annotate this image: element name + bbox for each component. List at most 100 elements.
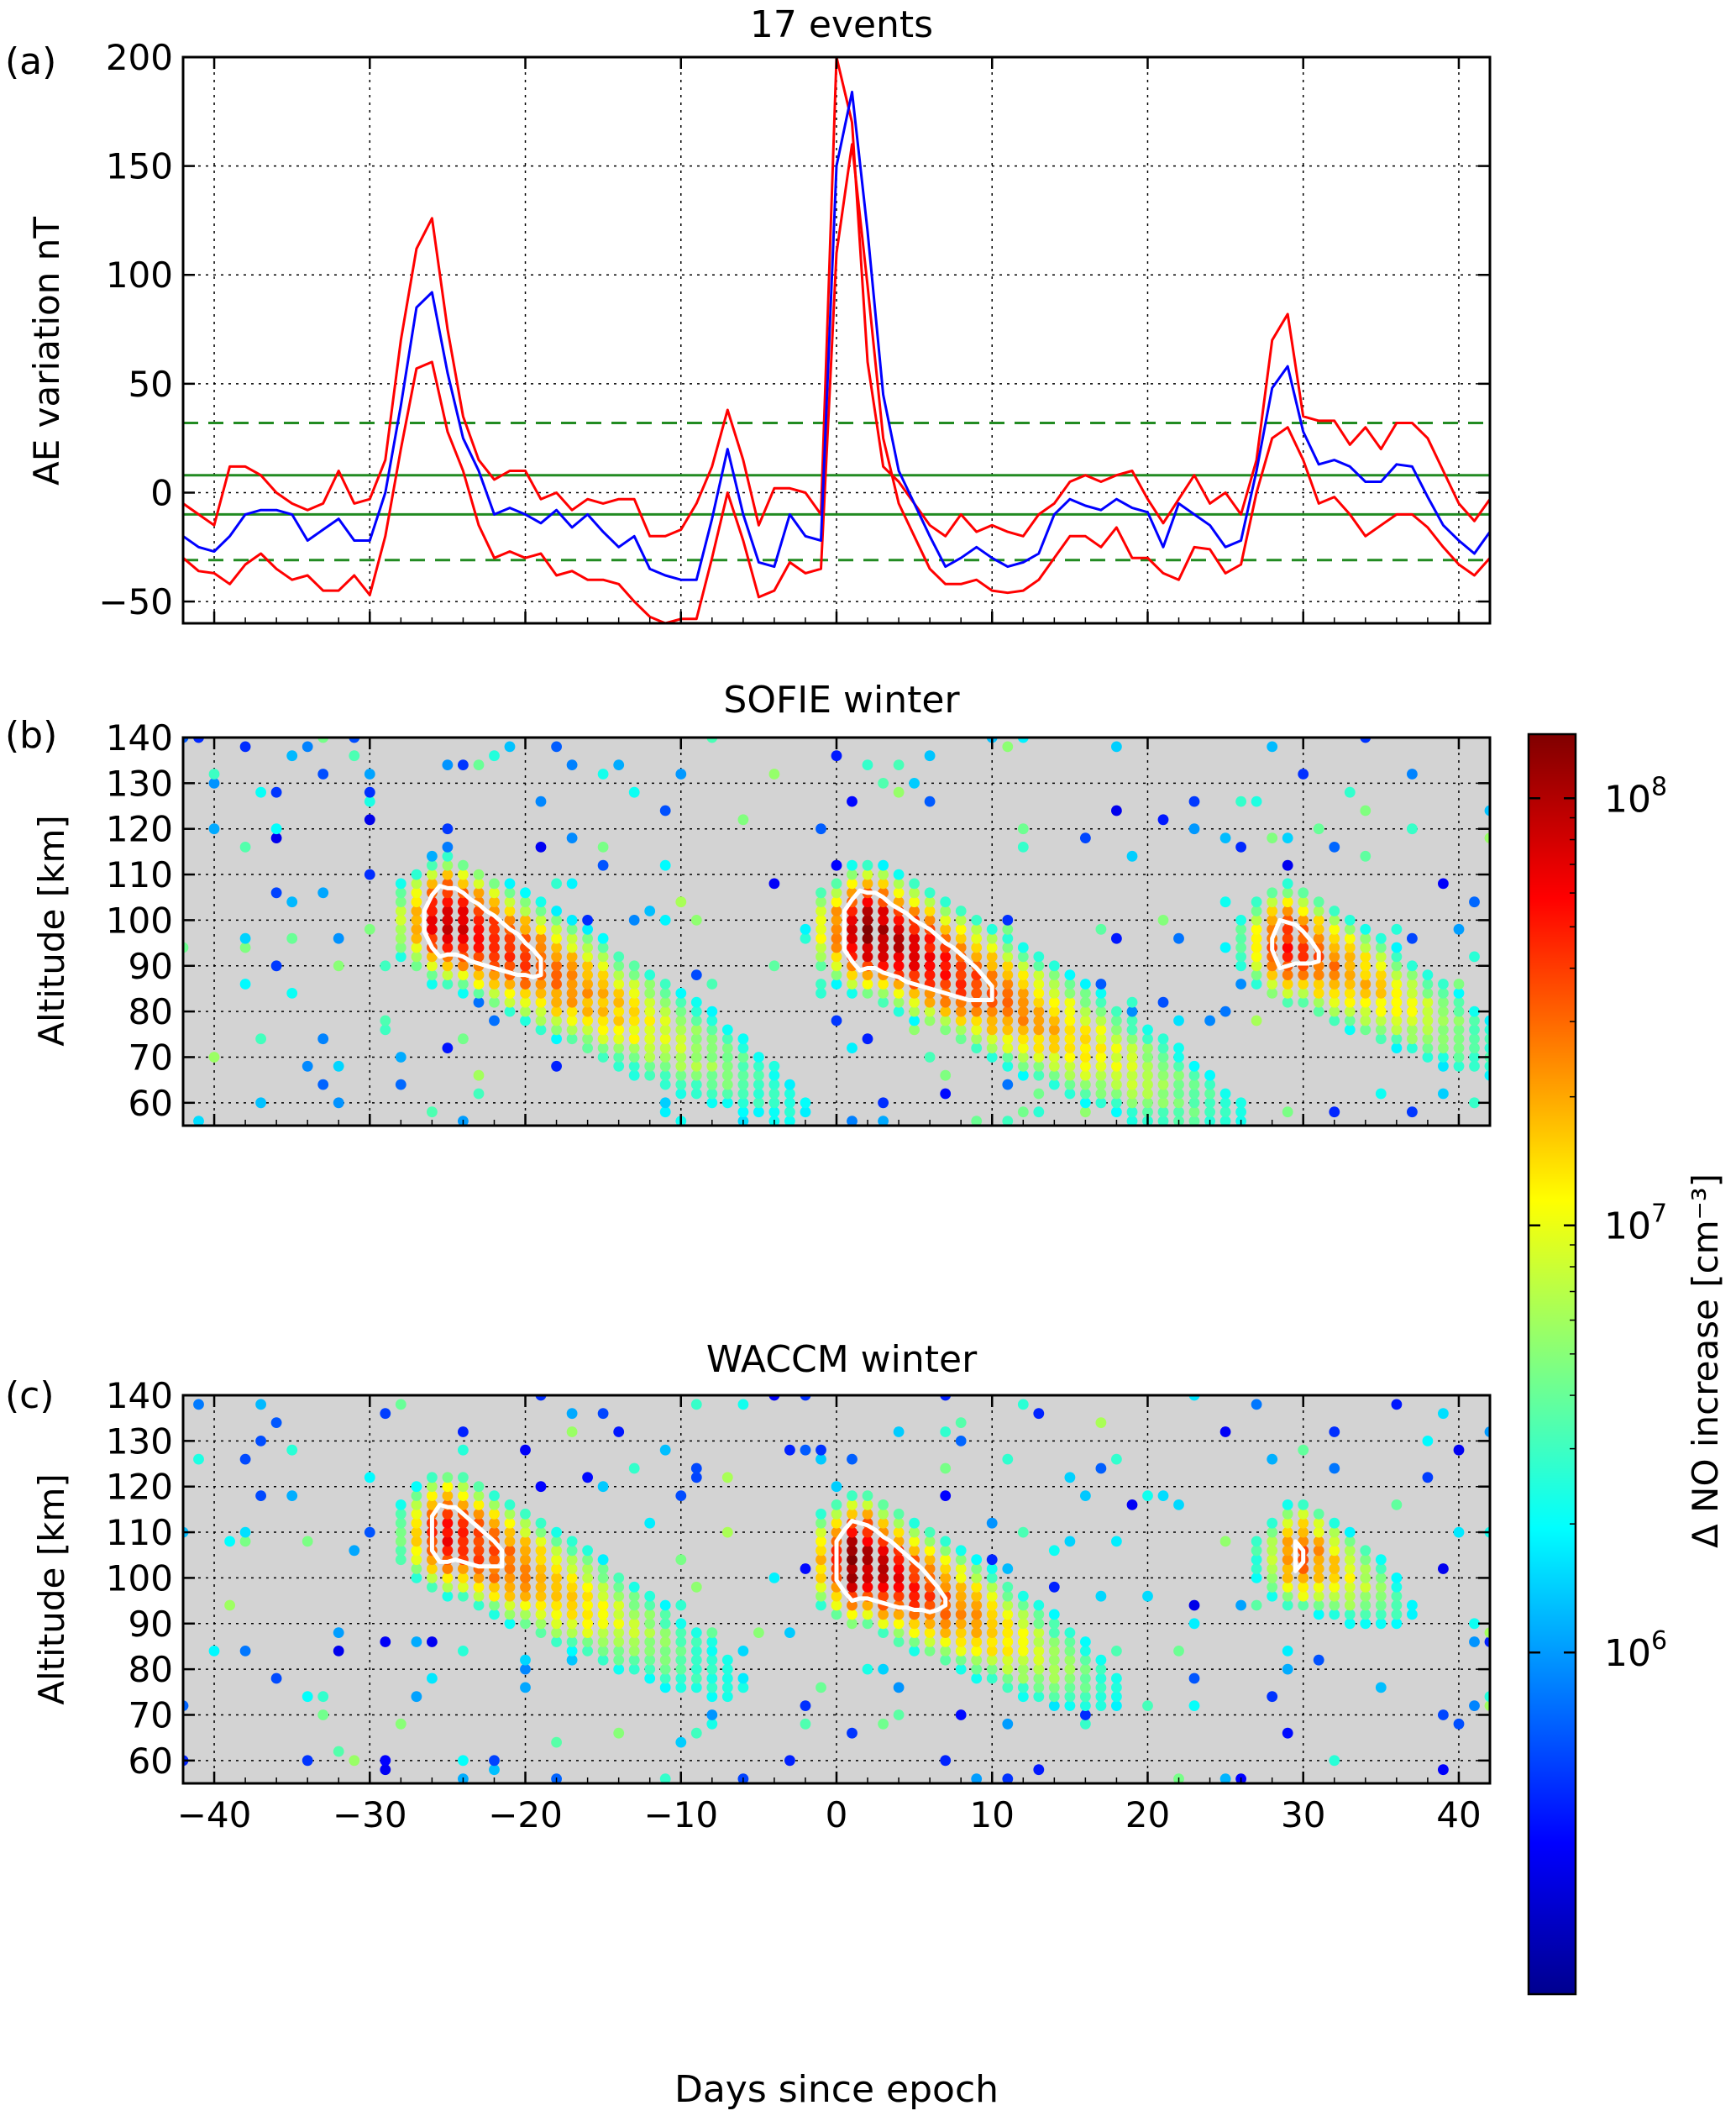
panel-c-dot [878, 1581, 889, 1593]
panel-b-dot [1080, 1097, 1091, 1109]
panel-b-dot [753, 1079, 764, 1090]
panel-b-dot [893, 996, 905, 1008]
panel-b-dot [458, 878, 469, 890]
panel-b-dot [862, 951, 873, 963]
panel-c-dot [1017, 1654, 1029, 1666]
panel-b-dot [878, 988, 889, 999]
panel-b-dot [800, 923, 811, 935]
panel-b-dot [1111, 1015, 1122, 1026]
panel-c-dot [1111, 1536, 1122, 1547]
panel-b-dot [364, 769, 375, 780]
panel-c-dot [458, 1581, 469, 1593]
panel-c-dot [1329, 1526, 1340, 1538]
panel-c-dot [333, 1746, 344, 1757]
panel-c-dot [551, 1581, 562, 1593]
panel-b-dot [1017, 1106, 1029, 1118]
panel-c-dot [986, 1654, 998, 1666]
panel-b-dot [504, 996, 516, 1008]
panel-b-dot [551, 1060, 562, 1072]
panel-c-dot [535, 1554, 547, 1566]
panel-b-dot [644, 1033, 656, 1045]
panel-c-dot [1048, 1609, 1060, 1620]
panel-c-dot [721, 1663, 733, 1675]
panel-b-dot [1484, 1033, 1490, 1045]
panel-b-dot [1344, 923, 1356, 935]
panel-b-dot [737, 1060, 749, 1072]
panel-b-dot [364, 923, 375, 935]
panel-b-dot [427, 1106, 438, 1118]
panel-b-dot [768, 1079, 780, 1090]
panel-b-dot [1235, 923, 1246, 935]
panel-b-dot [737, 814, 749, 826]
panel-b-dot [442, 823, 454, 835]
panel-c-dot [706, 1709, 718, 1720]
panel-c-dot [1033, 1609, 1045, 1620]
panel-c-dot [1298, 1581, 1309, 1593]
panel-b-dot [1375, 988, 1387, 999]
panel-b-dot [1267, 887, 1278, 899]
panel-b-dot [1422, 969, 1434, 980]
panel-b-dot [1438, 1024, 1449, 1036]
panel-c-dot [613, 1599, 625, 1611]
panel-b-dot [816, 896, 826, 908]
panel-b-dot [1188, 1069, 1200, 1081]
panel-b-dot [909, 951, 920, 963]
panel-b-dot [1391, 1042, 1403, 1053]
panel-b-dot [504, 896, 516, 908]
panel-c-dot [1313, 1590, 1324, 1602]
panel-b-dot [1438, 1052, 1449, 1063]
panel-b-dot [831, 960, 842, 972]
panel-b-dot [442, 896, 454, 908]
panel-b-dot [847, 923, 858, 935]
panel-b-dot [395, 878, 406, 890]
panel-c-dot [690, 1627, 702, 1638]
panel-c-dot [395, 1718, 406, 1730]
panel-b-dot [1048, 1015, 1060, 1026]
panel-b-dot [628, 1052, 640, 1063]
panel-c-dot [1375, 1590, 1387, 1602]
panel-b-dot [535, 988, 547, 999]
panel-b-dot [1157, 1097, 1169, 1109]
panel-c-dot [1064, 1654, 1076, 1666]
panel-b-dot [582, 1005, 593, 1017]
panel-c-dot [1298, 1599, 1309, 1611]
panel-b-dot [1282, 1106, 1293, 1118]
panel-b-dot [1329, 951, 1340, 963]
panel-b-dot [675, 1042, 687, 1053]
panel-b-dot [411, 887, 422, 899]
panel-b-dot [1157, 915, 1169, 926]
panel-b-dot [395, 942, 406, 953]
panel-b-dot [1298, 942, 1309, 953]
panel-c-dot [582, 1646, 593, 1657]
panel-c-dot [380, 1755, 391, 1767]
panel-b-dot [1267, 960, 1278, 972]
panel-b-dot [1033, 1052, 1045, 1063]
panel-b-ytick-label: 140 [106, 717, 173, 759]
panel-c-dot [955, 1654, 967, 1666]
panel-c-dot [909, 1545, 920, 1557]
panel-c-dot [971, 1554, 983, 1566]
panel-c-dot [1484, 1636, 1490, 1647]
panel-b-dot [1375, 960, 1387, 972]
panel-b-dot [1157, 1042, 1169, 1053]
panel-b-dot [1235, 932, 1246, 944]
panel-b-dot [1048, 1079, 1060, 1090]
panel-c-dot [1080, 1709, 1091, 1720]
panel-b-dot [442, 969, 454, 980]
panel-b-dot [504, 878, 516, 890]
panel-c-dot [349, 1755, 360, 1767]
panel-c-dot [1017, 1691, 1029, 1703]
panel-b-dot [1391, 996, 1403, 1008]
panel-c-dot [971, 1773, 983, 1783]
panel-b-dot [1407, 1024, 1418, 1036]
panel-b-dot [1157, 1079, 1169, 1090]
panel-c-dot [1064, 1700, 1076, 1711]
panel-b-dot [1080, 832, 1091, 843]
series-mean [183, 91, 1490, 581]
colorbar-label: Δ NO increase [cm⁻³] [1685, 1174, 1726, 1548]
panel-b-dot [847, 942, 858, 953]
panel-b-dot [1453, 1052, 1465, 1063]
panel-b-dot [473, 932, 485, 944]
panel-c-dot [690, 1672, 702, 1684]
